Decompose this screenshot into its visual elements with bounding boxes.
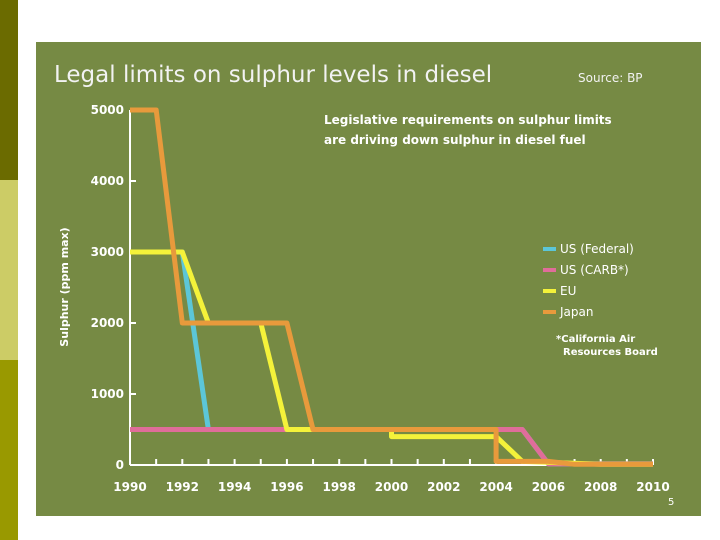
x-tick-label: 1998 — [322, 480, 355, 494]
x-tick-label: 2008 — [584, 480, 617, 494]
x-tick-label: 1996 — [270, 480, 303, 494]
y-tick-label: 0 — [116, 458, 124, 472]
annotation-line-2: are driving down sulphur in diesel fuel — [324, 133, 586, 147]
annotation-line-1: Legislative requirements on sulphur limi… — [324, 113, 612, 127]
legend-label: Japan — [559, 305, 593, 319]
x-tick-label: 2010 — [636, 480, 669, 494]
sulphur-limits-chart: Legal limits on sulphur levels in diesel… — [54, 62, 670, 494]
chart-panel — [36, 42, 701, 516]
legend-label: US (CARB*) — [560, 263, 629, 277]
y-tick-label: 2000 — [91, 316, 124, 330]
slide-number: 5 — [668, 497, 675, 508]
legend-label: EU — [560, 284, 576, 298]
footnote-line-2: Resources Board — [563, 347, 658, 358]
x-tick-label: 1992 — [166, 480, 199, 494]
x-tick-label: 2002 — [427, 480, 460, 494]
chart-source: Source: BP — [578, 71, 643, 85]
x-tick-label: 2006 — [532, 480, 565, 494]
side-bar-middle — [0, 180, 18, 360]
x-tick-label: 1990 — [113, 480, 146, 494]
side-bar-bottom — [0, 360, 18, 540]
y-tick-label: 5000 — [91, 103, 124, 117]
y-tick-label: 3000 — [91, 245, 124, 259]
y-axis-label: Sulphur (ppm max) — [58, 227, 71, 346]
x-tick-label: 2000 — [375, 480, 408, 494]
y-tick-label: 1000 — [91, 387, 124, 401]
x-tick-label: 2004 — [479, 480, 512, 494]
x-tick-label: 1994 — [218, 480, 251, 494]
series-line-japan — [130, 107, 653, 467]
y-tick-label: 4000 — [91, 174, 124, 188]
legend-label: US (Federal) — [560, 242, 634, 256]
side-bar-top — [0, 0, 18, 180]
footnote-line-1: *California Air — [556, 334, 635, 345]
chart-title: Legal limits on sulphur levels in diesel — [54, 62, 492, 88]
